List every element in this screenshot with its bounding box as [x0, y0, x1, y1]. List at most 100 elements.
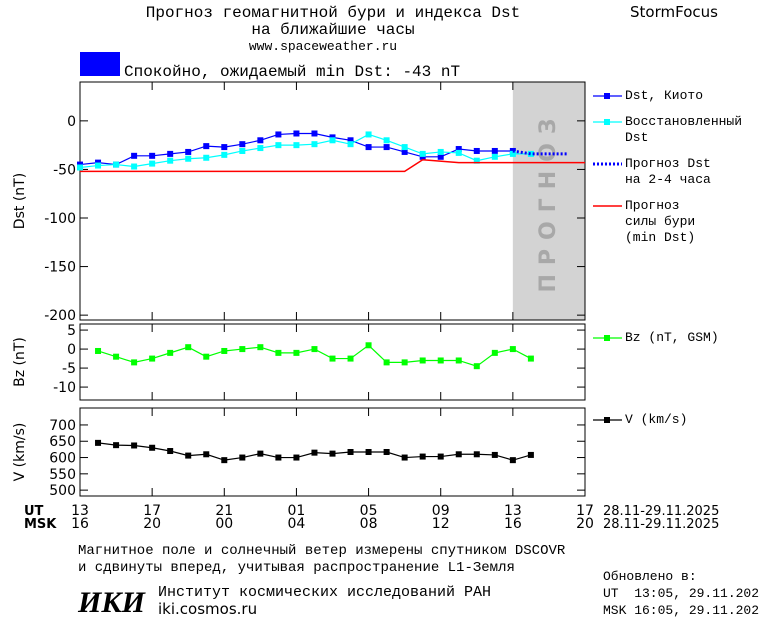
series-line [512, 149, 567, 156]
updated-ut: UT 13:05, 29.11.2025 [603, 586, 760, 601]
data-point [203, 353, 210, 360]
x2-tick-label: 00 [215, 516, 233, 532]
x2-tick-label: 20 [576, 516, 594, 532]
x2-tick-label: 16 [504, 516, 522, 532]
data-point [473, 363, 480, 370]
brand: StormFocus [630, 3, 718, 21]
legend-marker [604, 335, 610, 341]
data-point [527, 150, 534, 157]
title: Прогноз геомагнитной бури и индекса Dst [146, 4, 520, 22]
x2-tick-label: 04 [288, 516, 306, 532]
x-tick-label: 09 [432, 503, 450, 519]
data-point [473, 157, 480, 164]
note: и сдвинуты вперед, учитывая распростране… [78, 560, 515, 576]
logo: ИКИ [77, 586, 147, 619]
data-point [383, 144, 390, 151]
data-point [149, 355, 156, 362]
data-point [401, 359, 408, 366]
data-point [131, 163, 138, 170]
y-tick-label: 5 [67, 323, 76, 339]
y-axis-title: Bz (nT) [12, 337, 28, 387]
data-point [203, 154, 210, 161]
data-point [149, 152, 156, 159]
legend-label: Bz (nT, GSM) [625, 330, 719, 345]
data-point [257, 344, 264, 351]
x-tick-label: 21 [215, 503, 233, 519]
data-point [347, 137, 354, 144]
data-point [221, 144, 228, 151]
legend-label: Прогноз Dst на 2-4 часа [625, 156, 711, 187]
data-point [347, 449, 354, 455]
x-tick-label: 05 [360, 503, 378, 519]
y-tick-label: -10 [53, 380, 76, 396]
updated-msk: MSK 16:05, 29.11.2025 [603, 603, 760, 618]
data-point [311, 346, 318, 353]
data-point [491, 349, 498, 356]
y-tick-label: -200 [44, 308, 76, 324]
legend-label: Dst, Киото [625, 88, 704, 103]
data-point [293, 349, 300, 356]
forecast-label: ПРОГНОЗ [536, 109, 561, 292]
data-point [167, 448, 174, 455]
data-point [419, 150, 426, 157]
y-tick-label: 600 [49, 451, 76, 467]
data-point [329, 450, 336, 457]
data-point [77, 164, 83, 171]
data-point [293, 130, 300, 137]
y-axis-title: V (km/s) [12, 423, 28, 482]
data-point [311, 449, 318, 456]
status: Спокойно, ожидаемый min Dst: -43 nT [124, 63, 460, 81]
data-point [509, 150, 516, 157]
data-point [527, 451, 534, 458]
y-tick-label: 0 [67, 114, 76, 130]
data-point [131, 442, 138, 449]
data-point [383, 359, 390, 366]
data-point [311, 130, 318, 137]
data-point [239, 346, 246, 353]
x-tick-label: 17 [576, 503, 594, 519]
data-point [455, 149, 462, 156]
status-box [80, 52, 120, 76]
data-point [509, 346, 516, 353]
forecast-zone [512, 82, 585, 320]
data-point [365, 342, 372, 349]
data-point [383, 449, 390, 455]
data-point [491, 153, 498, 160]
y-tick-label: 500 [49, 483, 76, 499]
y-tick-label: -5 [62, 361, 76, 377]
y-tick-label: 0 [67, 342, 76, 358]
data-point [221, 347, 228, 354]
frame [79, 81, 586, 321]
data-point [239, 454, 246, 461]
data-point [329, 137, 336, 144]
data-point [275, 454, 282, 461]
frame [79, 407, 586, 497]
frame [79, 323, 586, 401]
data-point [149, 444, 156, 451]
data-point [221, 457, 228, 464]
y-tick-label: 650 [49, 434, 76, 450]
data-point [437, 453, 444, 460]
data-point [419, 357, 426, 364]
y-axis-title: Dst (nT) [12, 173, 28, 229]
data-point [401, 144, 408, 151]
data-point [239, 141, 246, 148]
data-point [473, 451, 480, 458]
data-point [509, 457, 516, 464]
data-point [257, 137, 264, 144]
data-point [275, 142, 282, 149]
x2-tick-label: 12 [432, 516, 450, 532]
data-point [113, 161, 120, 168]
data-point [203, 143, 210, 150]
series-line [79, 132, 513, 166]
data-point [275, 131, 282, 138]
x2-tick-label: 16 [71, 516, 89, 532]
data-point [437, 148, 444, 155]
data-point [419, 453, 426, 460]
data-point [347, 141, 354, 148]
data-point [401, 454, 408, 461]
data-point [149, 160, 156, 167]
data-point [527, 355, 534, 362]
data-point [293, 454, 300, 461]
